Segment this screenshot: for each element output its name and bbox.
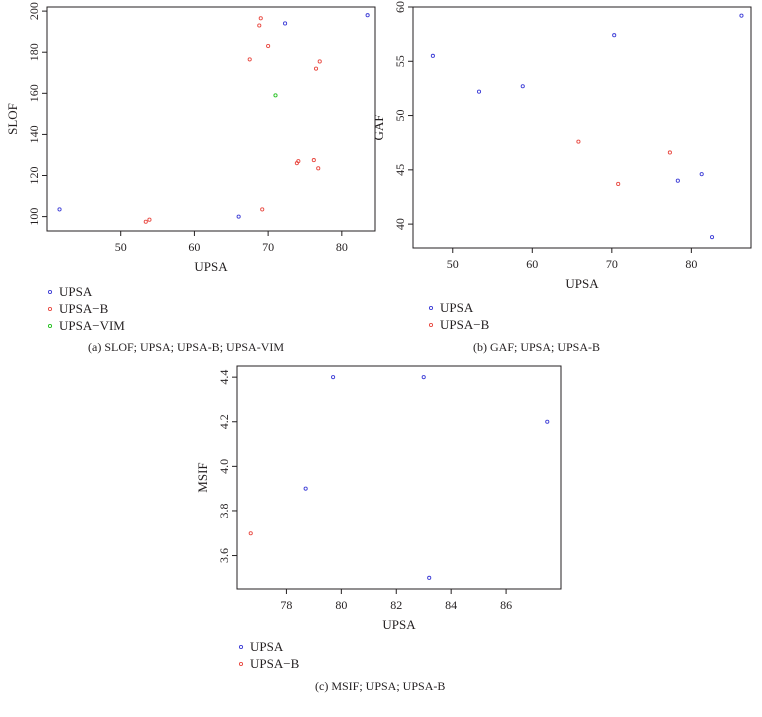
panel-caption: (b) GAF; UPSA; UPSA-B bbox=[473, 340, 600, 354]
legend-label: UPSA bbox=[250, 639, 284, 654]
data-point bbox=[283, 21, 288, 26]
legend-marker bbox=[47, 306, 53, 312]
y-axis-title: SLOF bbox=[5, 103, 20, 135]
y-tick-label: 60 bbox=[393, 1, 407, 13]
x-tick-label: 50 bbox=[447, 257, 459, 271]
legend-marker bbox=[428, 305, 434, 311]
legend-label: UPSA−B bbox=[59, 301, 109, 316]
y-tick-label: 4.4 bbox=[217, 370, 231, 385]
legend-label: UPSA−B bbox=[250, 656, 300, 671]
data-point bbox=[296, 159, 301, 164]
data-point bbox=[667, 150, 672, 155]
legend-label: UPSA−VIM bbox=[59, 318, 125, 333]
data-point bbox=[247, 57, 252, 62]
y-axis-title: GAF bbox=[371, 114, 386, 140]
y-axis-title: MSIF bbox=[195, 462, 210, 492]
data-point bbox=[317, 59, 322, 64]
y-tick-label: 140 bbox=[27, 125, 41, 143]
x-tick-label: 80 bbox=[335, 598, 347, 612]
data-point bbox=[248, 531, 253, 536]
data-point bbox=[266, 43, 271, 49]
x-tick-label: 80 bbox=[685, 257, 697, 271]
panel-1: 50 60 70 80 40 45 50 55 60 UPSA GAF UPSA UPSA−B (b) G… bbox=[371, 1, 752, 354]
data-point bbox=[699, 172, 704, 177]
x-tick-label: 78 bbox=[280, 598, 292, 612]
y-tick-label: 4.2 bbox=[217, 414, 231, 429]
plot-frame bbox=[46, 6, 376, 232]
data-point bbox=[430, 53, 435, 58]
data-point bbox=[427, 575, 432, 580]
panel-caption: (a) SLOF; UPSA; UPSA-B; UPSA-VIM bbox=[88, 340, 284, 354]
panel-0: 50 60 70 80 100 120 140 160 180 200 UPSA SLOF UPSA UP… bbox=[5, 2, 376, 354]
legend-marker bbox=[47, 323, 53, 329]
data-point bbox=[545, 419, 550, 424]
data-point bbox=[258, 16, 263, 21]
legend-marker bbox=[238, 661, 244, 667]
x-tick-label: 60 bbox=[526, 257, 538, 271]
panel-caption: (c) MSIF; UPSA; UPSA-B bbox=[315, 679, 445, 693]
data-point bbox=[576, 139, 581, 144]
plot-frame bbox=[236, 365, 562, 590]
data-point bbox=[147, 217, 152, 222]
legend-marker bbox=[428, 322, 434, 328]
data-point bbox=[675, 178, 680, 183]
data-point bbox=[260, 207, 265, 212]
panel-2: 78 80 82 84 86 3.6 3.8 4.0 4.2 4.4 UPSA MSIF UPSA UPS… bbox=[195, 365, 562, 693]
legend-label: UPSA−B bbox=[440, 317, 490, 332]
y-tick-label: 160 bbox=[27, 84, 41, 102]
y-tick-label: 3.8 bbox=[217, 503, 231, 518]
y-tick-label: 180 bbox=[27, 43, 41, 61]
x-tick-label: 70 bbox=[606, 257, 618, 271]
data-point bbox=[313, 66, 319, 71]
x-axis-title: UPSA bbox=[565, 276, 599, 291]
x-tick-label: 50 bbox=[115, 240, 127, 254]
y-tick-label: 50 bbox=[393, 110, 407, 122]
data-point bbox=[143, 219, 148, 224]
data-point bbox=[476, 89, 482, 94]
data-point bbox=[303, 486, 308, 491]
y-tick-label: 3.6 bbox=[217, 548, 231, 563]
y-tick-label: 200 bbox=[27, 2, 41, 20]
data-point bbox=[273, 93, 278, 98]
data-point bbox=[311, 158, 316, 163]
data-point bbox=[421, 375, 426, 380]
legend-marker bbox=[47, 289, 53, 295]
y-tick-label: 100 bbox=[27, 208, 41, 226]
data-point bbox=[57, 207, 62, 212]
x-tick-label: 70 bbox=[262, 240, 274, 254]
data-point bbox=[365, 13, 370, 18]
data-point bbox=[709, 235, 715, 240]
x-axis-title: UPSA bbox=[382, 617, 416, 632]
data-point bbox=[616, 181, 621, 187]
data-point bbox=[520, 84, 525, 89]
plot-frame bbox=[412, 6, 752, 249]
y-tick-label: 40 bbox=[393, 218, 407, 230]
x-tick-label: 86 bbox=[500, 598, 512, 612]
data-point bbox=[316, 166, 321, 171]
data-point bbox=[236, 214, 241, 219]
data-point bbox=[612, 33, 617, 38]
y-tick-label: 55 bbox=[393, 55, 407, 67]
y-tick-label: 120 bbox=[27, 167, 41, 185]
x-axis-title: UPSA bbox=[194, 259, 228, 274]
y-tick-label: 45 bbox=[393, 164, 407, 176]
x-tick-label: 84 bbox=[445, 598, 457, 612]
data-point bbox=[257, 23, 262, 28]
data-point bbox=[739, 13, 744, 18]
x-tick-label: 80 bbox=[336, 240, 348, 254]
x-tick-label: 82 bbox=[390, 598, 402, 612]
legend-marker bbox=[238, 644, 244, 650]
data-point bbox=[331, 375, 336, 380]
y-tick-label: 4.0 bbox=[217, 459, 231, 474]
legend-label: UPSA bbox=[59, 284, 93, 299]
x-tick-label: 60 bbox=[188, 240, 200, 254]
legend-label: UPSA bbox=[440, 300, 474, 315]
